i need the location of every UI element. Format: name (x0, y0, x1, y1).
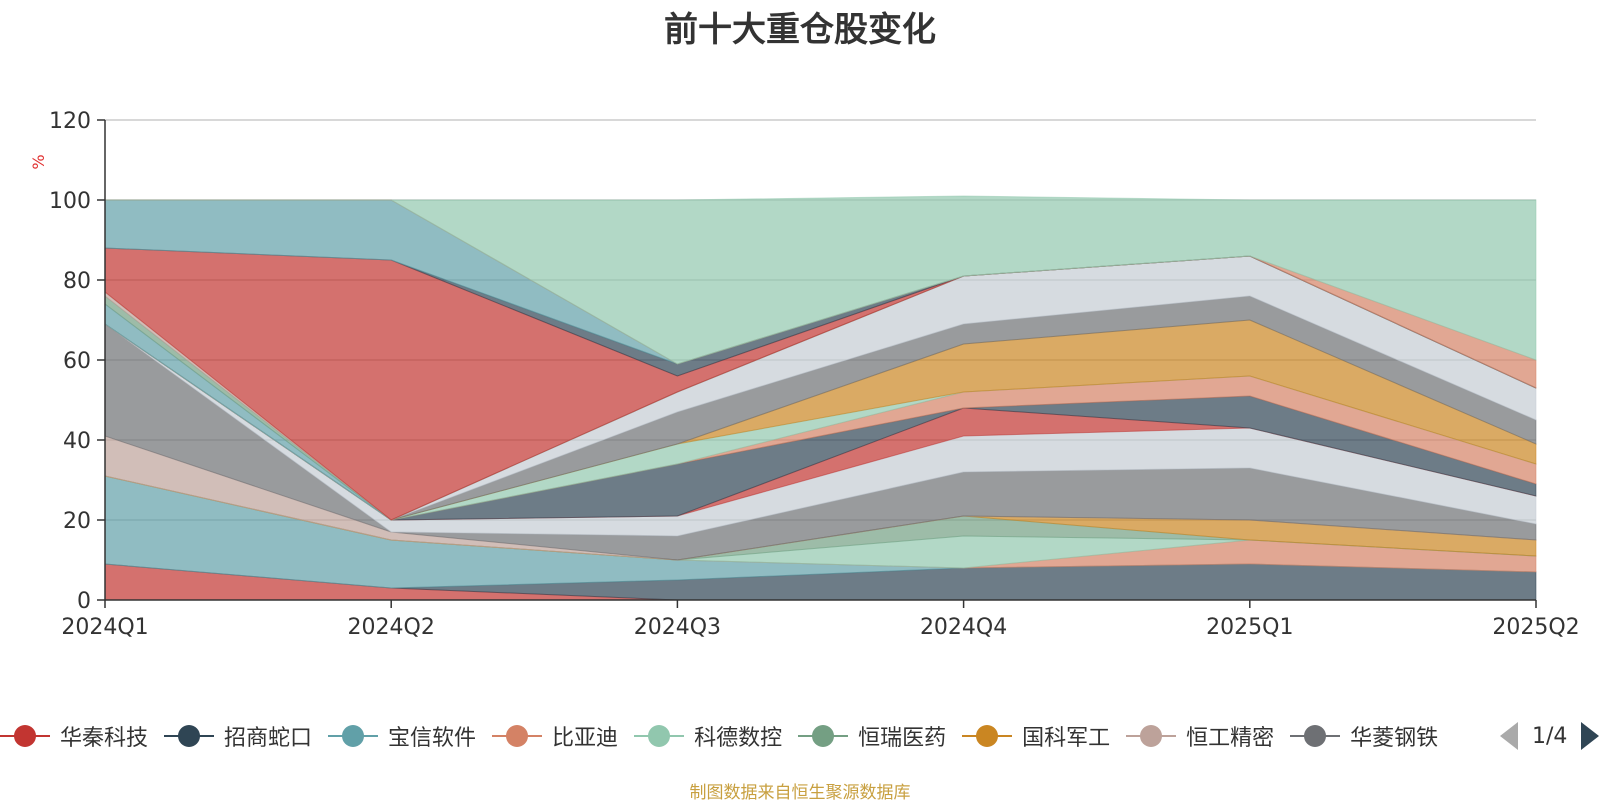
legend-swatch-icon (328, 725, 379, 747)
chart-title: 前十大重仓股变化 (664, 10, 936, 50)
x-tick-label: 2024Q2 (348, 615, 435, 640)
source-note: 制图数据来自恒生聚源数据库 (689, 783, 911, 803)
legend-label: 华菱钢铁 (1350, 726, 1439, 751)
y-tick-label: 120 (49, 109, 91, 134)
legend-item[interactable]: 比亚迪 (492, 716, 618, 756)
x-tick-label: 2024Q1 (61, 615, 148, 640)
legend-swatch-icon (1126, 725, 1177, 747)
x-tick-label: 2025Q2 (1492, 615, 1579, 640)
legend-item[interactable]: 恒工精密 (1126, 716, 1274, 756)
legend-swatch-icon (1290, 725, 1341, 747)
x-tick-label: 2024Q4 (920, 615, 1007, 640)
legend-swatch-icon (492, 725, 543, 747)
area-series-25[interactable] (105, 195, 1537, 365)
legend-label: 招商蛇口 (224, 726, 313, 751)
x-tick-label: 2024Q3 (634, 615, 721, 640)
legend-swatch-icon (164, 725, 215, 747)
legend-next-page-icon[interactable] (1581, 722, 1600, 750)
y-tick-label: 80 (63, 269, 91, 294)
stacked-area-chart: 0 20 40 60 80 100 120 2024Q1 2024Q2 2024Q3 2024Q4 2… (29, 109, 1580, 640)
legend-item[interactable]: 科德数控 (634, 716, 782, 756)
legend-swatch-icon (0, 725, 50, 747)
legend-label: 科德数控 (694, 726, 783, 751)
legend-swatch-icon (962, 725, 1013, 747)
legend-pager: 1/4 (1500, 716, 1600, 756)
legend-label: 恒工精密 (1186, 726, 1275, 751)
y-tick-label: 60 (63, 349, 91, 374)
legend-item[interactable]: 恒瑞医药 (798, 716, 946, 756)
y-axis-unit-label: % (29, 154, 48, 169)
legend-label: 恒瑞医药 (858, 726, 947, 751)
legend-item[interactable]: 华秦科技 (0, 716, 148, 756)
x-tick-label: 2025Q1 (1206, 615, 1293, 640)
legend-item[interactable]: 宝信软件 (328, 716, 476, 756)
legend-swatch-icon (798, 725, 849, 747)
legend-item[interactable]: 华菱钢铁 (1290, 716, 1438, 756)
legend-item[interactable]: 国科军工 (962, 716, 1110, 756)
legend-item[interactable]: 招商蛇口 (164, 716, 312, 756)
y-tick-label: 0 (77, 589, 91, 614)
axis-layer: 0 20 40 60 80 100 120 2024Q1 2024Q2 2024Q3 2024Q4 2… (49, 109, 1580, 640)
legend-page-indicator: 1/4 (1532, 723, 1568, 749)
legend-swatch-icon (634, 725, 685, 747)
legend-prev-page-icon[interactable] (1500, 722, 1518, 750)
legend-label: 华秦科技 (60, 726, 149, 751)
legend: 华秦科技 招商蛇口 宝信软件 比亚迪 科德数控 恒瑞医药 国科军工 恒工精密 华菱钢铁 (0, 716, 1478, 756)
legend-label: 国科军工 (1022, 726, 1111, 751)
y-tick-label: 20 (63, 509, 91, 534)
area-layer (104, 195, 1537, 601)
y-tick-label: 40 (63, 429, 91, 454)
y-tick-label: 100 (49, 189, 91, 214)
legend-label: 比亚迪 (552, 726, 619, 751)
legend-label: 宝信软件 (388, 726, 477, 751)
